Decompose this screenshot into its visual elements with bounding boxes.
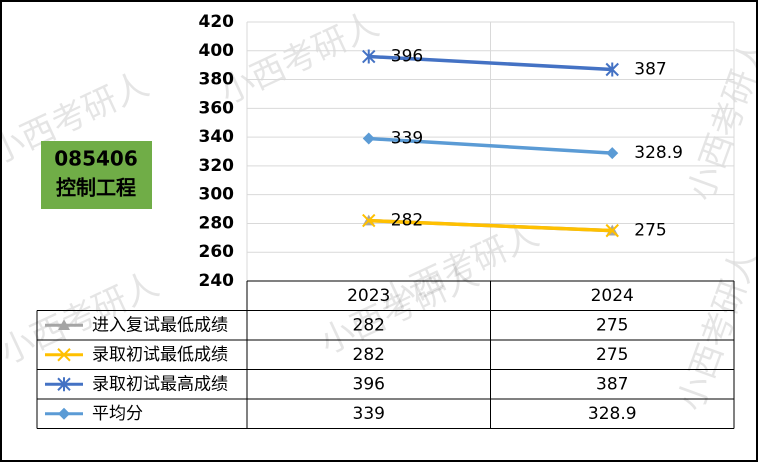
- x-tick-label: 2023: [347, 286, 390, 306]
- x-tick-label: 2024: [591, 286, 634, 306]
- table-cell: 275: [596, 345, 628, 365]
- y-tick-label: 240: [199, 271, 235, 291]
- series-line: [368, 136, 613, 155]
- y-tick-label: 340: [199, 127, 235, 147]
- badge-code: 085406: [54, 147, 138, 171]
- table-cell: 275: [596, 315, 628, 335]
- y-tick-label: 420: [199, 12, 235, 32]
- marker: [362, 132, 375, 145]
- legend-label: 进入复试最低成绩: [92, 315, 228, 335]
- badge: [41, 141, 152, 209]
- y-tick-label: 280: [199, 213, 235, 233]
- y-tick-label: 300: [199, 185, 235, 205]
- y-tick-label: 380: [199, 70, 235, 90]
- legend-label: 平均分: [92, 404, 143, 424]
- table-cell: 282: [353, 345, 385, 365]
- data-label: 328.9: [634, 143, 683, 163]
- series-line: [368, 218, 613, 233]
- table-cell: 339: [353, 404, 385, 424]
- marker: [605, 62, 619, 77]
- y-tick-label: 320: [199, 156, 235, 176]
- y-tick-label: 400: [199, 41, 235, 61]
- data-label: 275: [634, 221, 666, 241]
- y-tick-label: 260: [199, 242, 235, 262]
- marker: [362, 213, 376, 228]
- table-cell: 396: [353, 374, 385, 394]
- marker: [362, 49, 376, 64]
- data-label: 339: [391, 129, 423, 149]
- table-cell: 387: [596, 374, 628, 394]
- data-label: 396: [391, 47, 423, 67]
- marker: [58, 319, 70, 331]
- table-cell: 328.9: [588, 404, 637, 424]
- data-label: 387: [634, 59, 666, 79]
- marker: [58, 407, 70, 420]
- marker: [57, 377, 71, 392]
- legend-label: 录取初试最高成绩: [92, 374, 228, 394]
- data-label: 282: [391, 211, 423, 231]
- legend-label: 录取初试最低成绩: [92, 345, 228, 365]
- series-line: [368, 54, 613, 72]
- table-cell: 282: [353, 315, 385, 335]
- marker: [606, 147, 619, 160]
- y-tick-label: 360: [199, 98, 235, 118]
- marker: [605, 223, 619, 238]
- badge-name: 控制工程: [56, 176, 136, 200]
- marker: [57, 348, 71, 362]
